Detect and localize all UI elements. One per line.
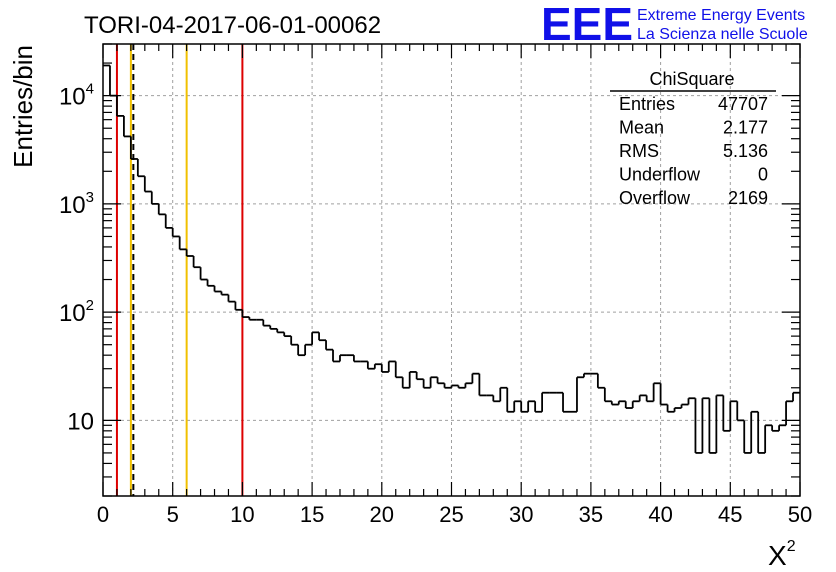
y-tick-label: 10 [67, 408, 94, 435]
stats-row-value: 0 [758, 165, 768, 185]
stats-row-label: Overflow [619, 188, 691, 208]
stats-row-value: 47707 [718, 94, 768, 114]
x-tick-label: 0 [97, 502, 109, 527]
eee-logo: EEE [541, 0, 633, 50]
y-tick-exponent: 4 [86, 81, 94, 98]
stats-row-value: 2169 [728, 188, 768, 208]
y-tick-exponent: 3 [86, 189, 94, 206]
x-tick-label: 25 [439, 502, 463, 527]
axis-ticks [102, 43, 801, 497]
x-tick-label: 20 [370, 502, 394, 527]
x-tick-label: 15 [300, 502, 324, 527]
stats-row-label: Entries [619, 94, 675, 114]
y-tick-label: 102 [59, 297, 94, 327]
reference-lines [115, 44, 244, 496]
y-tick-base: 10 [59, 192, 86, 219]
x-tick-label: 40 [648, 502, 672, 527]
stats-row-label: RMS [619, 141, 659, 161]
x-tick-label: 5 [167, 502, 179, 527]
stats-row-value: 5.136 [723, 141, 768, 161]
x-axis-label: X2 [768, 538, 796, 571]
x-tick-label: 45 [718, 502, 742, 527]
x-tick-label: 50 [788, 502, 812, 527]
y-tick-label: 103 [59, 189, 94, 219]
stats-row-value: 2.177 [723, 118, 768, 138]
logo-line-1: Extreme Energy Events [637, 7, 805, 24]
y-tick-base: 10 [59, 300, 86, 327]
grid-lines [103, 44, 800, 496]
stats-box: ChiSquare Entries 47707 Mean 2.177 RMS 5.136 U… [610, 69, 776, 208]
y-tick-base: 10 [59, 84, 86, 111]
x-tick-labels: 0 5 10 15 20 25 30 35 40 45 50 [97, 502, 812, 527]
x-tick-label: 10 [230, 502, 254, 527]
stats-row-label: Underflow [619, 165, 701, 185]
y-tick-base: 10 [67, 408, 94, 435]
y-tick-label: 104 [59, 81, 94, 111]
y-tick-exponent: 2 [86, 297, 94, 314]
stats-row-label: Mean [619, 118, 664, 138]
stats-title: ChiSquare [649, 69, 734, 89]
x-tick-label: 35 [579, 502, 603, 527]
histogram-bars [103, 64, 800, 454]
logo-line-2: La Scienza nelle Scuole [637, 26, 808, 43]
run-title: TORI-04-2017-06-01-00062 [84, 12, 381, 39]
y-axis-label: Entries/bin [8, 45, 38, 168]
x-tick-label: 30 [509, 502, 533, 527]
